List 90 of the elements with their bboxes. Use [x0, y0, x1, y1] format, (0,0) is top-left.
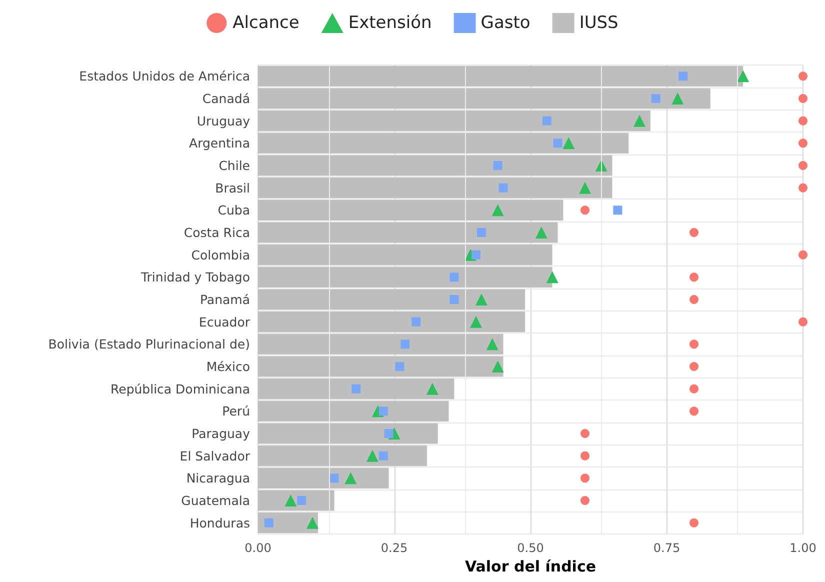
- point: [651, 94, 660, 103]
- point: [798, 116, 808, 126]
- y-tick-label: Paraguay: [192, 426, 251, 441]
- point: [492, 204, 504, 216]
- point: [737, 70, 750, 82]
- point: [426, 382, 438, 395]
- point: [613, 206, 622, 215]
- point: [580, 429, 590, 438]
- point: [690, 228, 698, 237]
- point: [535, 226, 548, 238]
- point: [634, 114, 646, 127]
- point: [798, 94, 808, 103]
- point: [476, 228, 486, 237]
- point: [493, 161, 502, 170]
- point: [450, 295, 459, 304]
- y-tick-label: Canadá: [202, 91, 250, 106]
- y-tick-label: Colombia: [191, 247, 250, 262]
- y-tick-label: México: [206, 359, 250, 374]
- point: [378, 406, 388, 416]
- point: [690, 518, 698, 528]
- point: [798, 161, 808, 170]
- point: [395, 362, 404, 371]
- point: [579, 182, 591, 194]
- point: [553, 138, 562, 148]
- point: [472, 250, 480, 260]
- point: [690, 362, 698, 371]
- y-tick-label: Perú: [222, 404, 250, 419]
- point: [580, 206, 590, 215]
- point: [384, 429, 394, 438]
- point: [690, 272, 698, 282]
- y-tick-label: Chile: [218, 158, 250, 173]
- point: [546, 271, 558, 284]
- y-tick-label: Estados Unidos de América: [79, 68, 250, 84]
- point: [678, 72, 688, 81]
- point: [580, 451, 590, 460]
- y-tick-label: Honduras: [190, 515, 250, 530]
- point: [366, 450, 378, 462]
- y-tick-label: Ecuador: [198, 314, 251, 330]
- y-tick-label: El Salvador: [180, 448, 251, 464]
- point: [306, 516, 318, 529]
- x-tick-label: 0.00: [244, 541, 272, 555]
- x-tick-label: 0.25: [380, 541, 408, 555]
- y-tick-label: Brasil: [215, 180, 250, 196]
- point: [400, 340, 410, 349]
- y-tick-label: Nicaragua: [186, 470, 250, 486]
- point: [798, 138, 808, 148]
- point: [378, 451, 388, 460]
- point: [798, 72, 808, 81]
- x-axis-title: Valor del índice: [464, 557, 596, 576]
- point: [580, 496, 590, 505]
- point: [798, 317, 808, 326]
- y-tick-label: Cuba: [218, 202, 250, 218]
- point: [450, 272, 459, 282]
- y-tick-label: República Dominicana: [110, 381, 250, 396]
- x-tick-label: 0.50: [517, 541, 544, 555]
- point: [475, 294, 488, 306]
- y-tick-label: Costa Rica: [184, 225, 250, 240]
- point: [580, 474, 590, 483]
- y-tick-label: Uruguay: [196, 113, 251, 128]
- x-tick-label: 1.00: [790, 541, 816, 555]
- legend-label: Gasto: [480, 13, 530, 33]
- y-tick-label: Panamá: [200, 292, 250, 307]
- point: [672, 92, 684, 104]
- y-tick-label: Trinidad y Tobago: [140, 270, 250, 285]
- point: [352, 384, 361, 394]
- point: [690, 406, 698, 416]
- point: [297, 496, 306, 505]
- point: [542, 116, 552, 126]
- x-tick-label: 0.75: [653, 541, 680, 555]
- point: [690, 340, 698, 349]
- point: [690, 384, 698, 394]
- point: [470, 316, 482, 328]
- point: [486, 338, 498, 350]
- point: [798, 250, 808, 260]
- legend-label: Alcance: [232, 13, 300, 33]
- point: [264, 518, 274, 528]
- legend-label: Extensión: [348, 13, 432, 33]
- point: [690, 295, 698, 304]
- y-tick-label: Bolivia (Estado Plurinacional de): [48, 336, 250, 352]
- y-tick-label: Argentina: [189, 136, 250, 151]
- point: [562, 137, 575, 150]
- point: [498, 183, 508, 192]
- point: [492, 360, 504, 372]
- legend-label: IUSS: [579, 13, 618, 33]
- point: [344, 472, 357, 484]
- point: [412, 317, 421, 326]
- y-tick-label: Guatemala: [181, 493, 250, 508]
- point: [330, 474, 339, 483]
- point: [284, 494, 297, 506]
- point: [798, 183, 808, 192]
